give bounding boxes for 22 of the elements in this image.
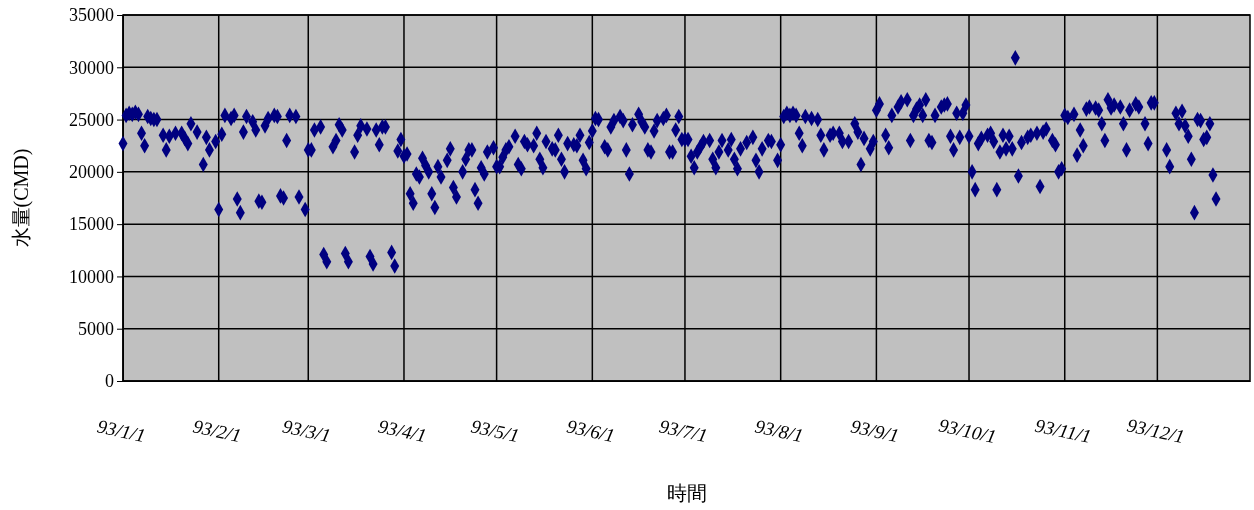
x-tick-label: 93/11/1	[1033, 414, 1094, 447]
x-tick-label: 93/4/1	[376, 415, 429, 447]
x-tick-label: 93/9/1	[848, 415, 901, 447]
x-tick-label: 93/12/1	[1125, 414, 1187, 448]
x-tick-label: 93/6/1	[564, 415, 617, 447]
y-tick-label: 35000	[69, 5, 114, 26]
y-axis-title: 水量(CMD)	[10, 148, 33, 248]
x-axis-title: 時間	[666, 482, 707, 504]
x-tick-label: 93/7/1	[657, 415, 710, 447]
y-tick-label: 0	[105, 371, 114, 392]
x-tick-label: 93/5/1	[469, 415, 521, 447]
x-tick-label: 93/8/1	[753, 415, 806, 447]
y-tick-label: 30000	[69, 57, 114, 78]
y-tick-label: 10000	[69, 266, 114, 287]
y-tick-label: 5000	[78, 318, 114, 339]
x-tick-label: 93/2/1	[191, 415, 244, 447]
x-tick-label: 93/10/1	[936, 414, 999, 448]
y-tick-label: 15000	[69, 214, 114, 235]
x-tick-label: 93/3/1	[280, 415, 333, 447]
x-tick-label: 93/1/1	[95, 415, 148, 447]
y-tick-label: 25000	[69, 109, 114, 130]
y-tick-label: 20000	[69, 162, 114, 183]
